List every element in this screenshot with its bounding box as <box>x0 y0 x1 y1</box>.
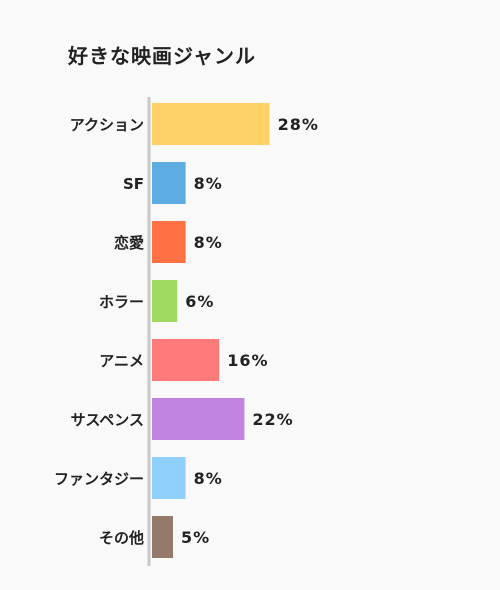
bar-2 <box>152 162 186 204</box>
value-label: 16% <box>227 351 268 370</box>
bar-5 <box>152 339 220 381</box>
value-label: 8% <box>194 174 223 193</box>
category-label: その他 <box>99 529 144 547</box>
value-label: 8% <box>194 469 223 488</box>
category-label: サスペンス <box>71 411 144 429</box>
bar-6 <box>152 398 245 440</box>
value-label: 6% <box>185 292 214 311</box>
category-label: SF <box>123 175 144 193</box>
bar-1 <box>152 103 270 145</box>
category-label: アニメ <box>99 352 144 370</box>
bar-3 <box>152 221 186 263</box>
chart-title: 好きな映画ジャンル <box>68 44 256 68</box>
value-label: 5% <box>181 528 210 547</box>
value-label: 28% <box>278 115 319 134</box>
bar-4 <box>152 280 178 322</box>
category-label: アクション <box>70 116 144 134</box>
category-label: ファンタジー <box>54 470 144 488</box>
category-label: 恋愛 <box>114 234 144 252</box>
bar-8 <box>152 516 173 558</box>
category-label: ホラー <box>99 293 144 311</box>
value-label: 22% <box>252 410 293 429</box>
value-label: 8% <box>194 233 223 252</box>
bar-7 <box>152 457 186 499</box>
